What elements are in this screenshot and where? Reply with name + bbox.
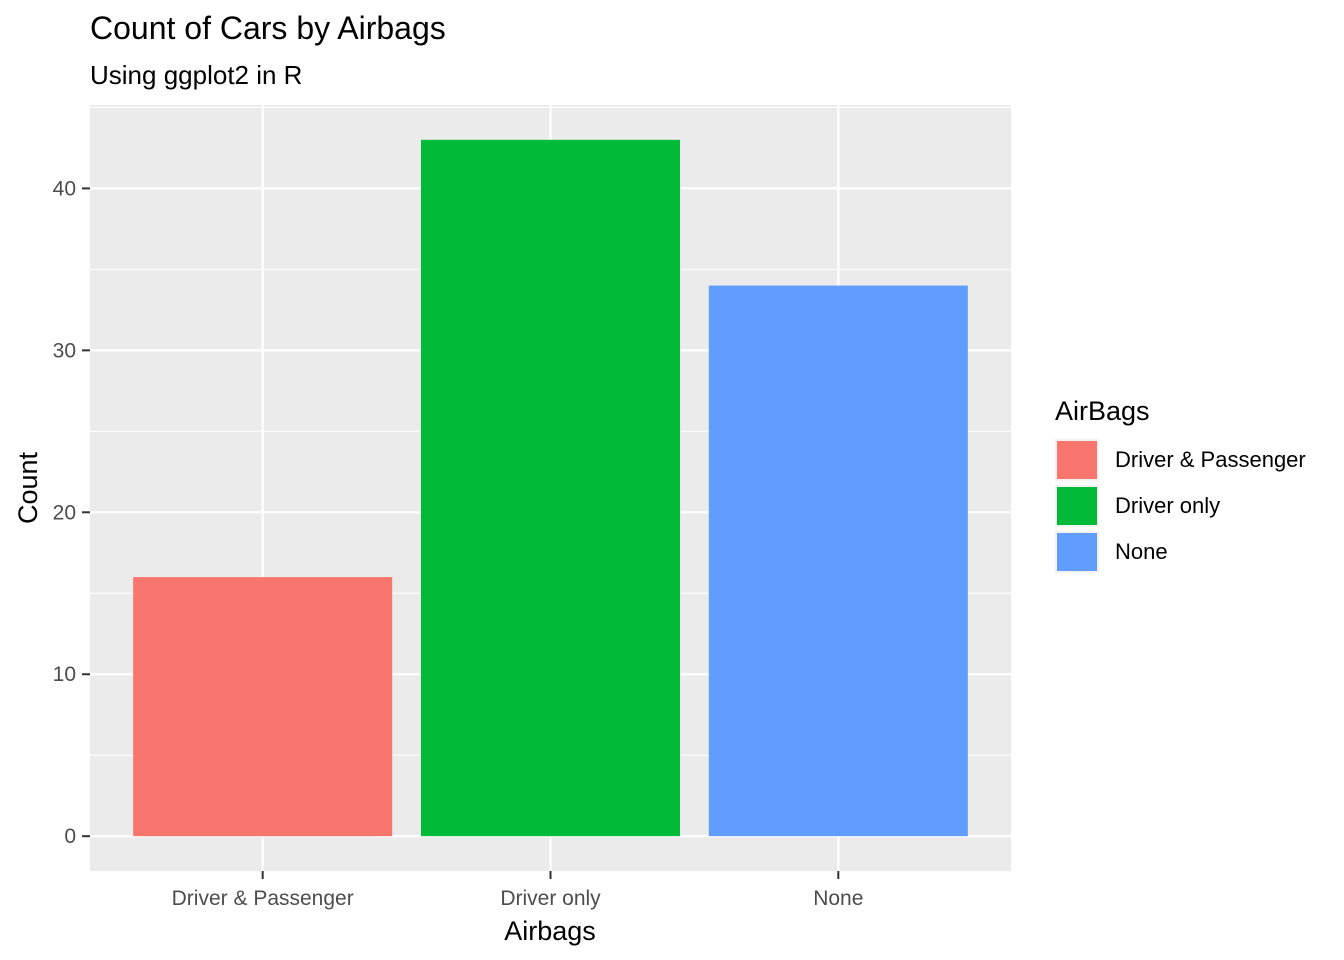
x-axis: Driver & Passenger Driver only None [172, 871, 863, 910]
legend-item: None [1055, 529, 1306, 575]
bar-driver-passenger [133, 577, 393, 837]
y-tick-label: 30 [53, 339, 76, 362]
legend-key [1055, 439, 1099, 481]
legend-key [1055, 531, 1099, 573]
y-tick-label: 20 [53, 501, 76, 524]
x-axis-title: Airbags [504, 916, 596, 946]
legend-item: Driver only [1055, 483, 1306, 529]
chart-title: Count of Cars by Airbags [90, 10, 446, 46]
x-tick-label: Driver & Passenger [172, 887, 354, 910]
legend-label: Driver & Passenger [1115, 447, 1306, 472]
legend-item: Driver & Passenger [1055, 437, 1306, 483]
y-tick-label: 40 [53, 177, 76, 200]
y-tick-label: 10 [53, 663, 76, 686]
bar-none [708, 285, 968, 837]
y-axis: 0 10 20 30 40 [53, 177, 90, 848]
y-tick-label: 0 [64, 825, 76, 848]
legend-label: None [1115, 539, 1168, 564]
x-tick-label: Driver only [500, 887, 601, 910]
legend-label: Driver only [1115, 493, 1221, 518]
bars [133, 139, 968, 837]
chart-subtitle: Using ggplot2 in R [90, 60, 303, 90]
legend-key [1055, 485, 1099, 527]
bar-driver-only [420, 139, 681, 837]
legend-title: AirBags [1055, 396, 1150, 426]
y-axis-title: Count [13, 451, 43, 524]
legend-items: Driver & Passenger Driver only None [1055, 437, 1306, 575]
legend: AirBags Driver & Passenger Driver only Non… [1055, 396, 1306, 575]
x-tick-label: None [813, 887, 863, 910]
